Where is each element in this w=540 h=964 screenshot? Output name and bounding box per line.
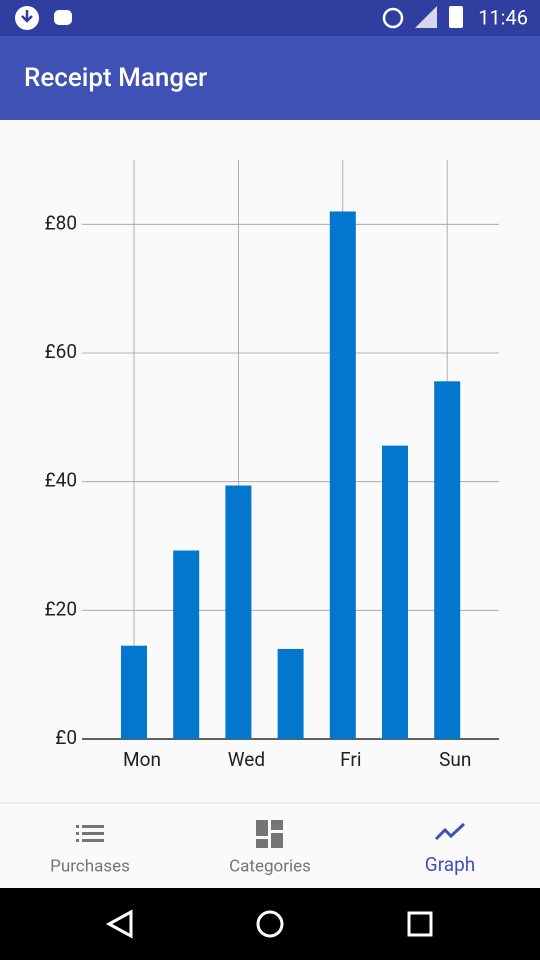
battery-icon — [449, 6, 463, 28]
recents-button[interactable] — [407, 911, 433, 937]
bar — [434, 381, 461, 739]
chart: £0 £20 £40 £60 £80 Mon Wed Fri Sun — [45, 160, 499, 771]
app-title: Receipt Manger — [24, 63, 207, 93]
app-bar — [0, 36, 540, 120]
bar — [277, 648, 304, 739]
home-button[interactable] — [256, 910, 284, 938]
y-tick-label: £60 — [45, 340, 77, 363]
graph-icon[interactable] — [434, 822, 466, 841]
signal-icon — [415, 6, 437, 28]
y-tick-label: £80 — [45, 211, 77, 234]
alarm-icon — [382, 7, 404, 29]
x-tick-label: Fri — [340, 748, 361, 771]
bottom-nav — [0, 803, 540, 888]
nav-label[interactable]: Graph — [425, 853, 475, 876]
bar — [382, 445, 408, 739]
y-tick-label: £0 — [55, 726, 77, 749]
nav-label[interactable]: Categories — [229, 856, 311, 876]
x-tick-label: Sun — [439, 748, 471, 771]
android-icon — [54, 10, 72, 25]
x-tick-label: Wed — [228, 748, 265, 771]
bar — [329, 211, 356, 739]
system-nav — [0, 888, 540, 960]
nav-label[interactable]: Purchases — [50, 856, 130, 876]
clock: 11:46 — [478, 5, 528, 29]
back-button[interactable] — [105, 909, 133, 939]
purchases-icon[interactable] — [76, 825, 104, 842]
bar — [173, 550, 200, 739]
download-arrow — [21, 10, 33, 23]
categories-icon[interactable] — [256, 820, 283, 848]
y-tick-label: £40 — [45, 469, 77, 492]
bar — [121, 645, 147, 739]
x-tick-label: Mon — [123, 748, 161, 771]
bar — [225, 485, 252, 739]
y-tick-label: £20 — [45, 597, 77, 620]
